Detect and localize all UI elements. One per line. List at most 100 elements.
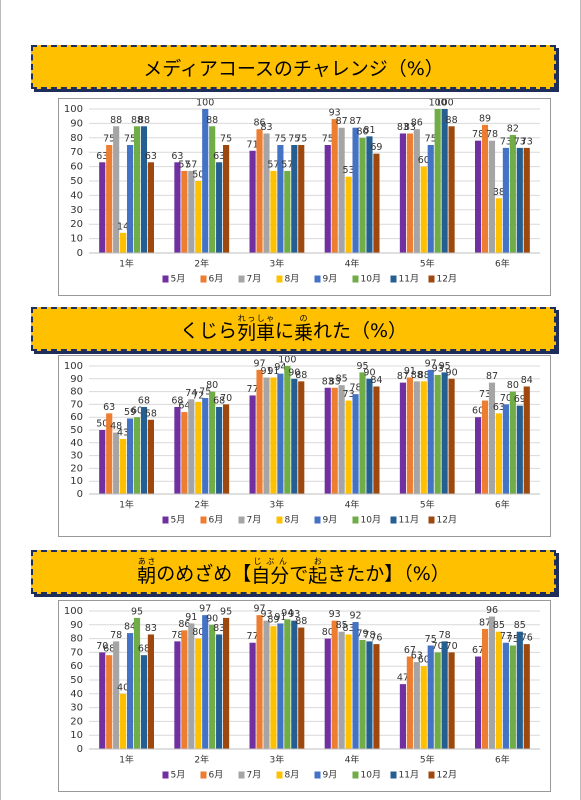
data-label: 100 xyxy=(436,99,454,109)
bar xyxy=(249,395,256,494)
legend-swatch xyxy=(352,516,359,524)
x-tick-label: 4年 xyxy=(345,258,360,270)
data-label: 78 xyxy=(363,630,375,641)
data-label: 38 xyxy=(493,187,505,198)
bar xyxy=(113,126,120,253)
y-tick-label: 80 xyxy=(70,387,83,398)
data-label: 63 xyxy=(411,651,423,662)
legend-label: 11月 xyxy=(399,770,419,781)
data-label: 77 xyxy=(247,631,259,642)
bar xyxy=(352,127,359,253)
data-label: 50 xyxy=(192,170,204,181)
bar xyxy=(331,119,338,253)
bar xyxy=(434,109,441,253)
data-label: 75 xyxy=(507,634,519,645)
bar xyxy=(523,386,530,494)
data-label: 78 xyxy=(171,630,183,641)
data-label: 68 xyxy=(138,395,150,406)
bar xyxy=(359,639,366,749)
y-tick-label: 40 xyxy=(70,438,83,449)
title-furigana: れっしゃ xyxy=(236,313,275,323)
data-label: 83 xyxy=(322,376,334,387)
bar xyxy=(475,417,482,494)
x-tick-label: 6年 xyxy=(495,499,510,511)
data-label: 80 xyxy=(192,627,204,638)
data-label: 93 xyxy=(288,609,300,620)
data-label: 88 xyxy=(418,370,430,381)
data-label: 95 xyxy=(131,606,143,617)
bar xyxy=(249,642,256,749)
data-label: 63 xyxy=(145,151,157,162)
data-label: 91 xyxy=(274,612,286,623)
bar xyxy=(277,623,284,749)
title-text: のめざめ【 xyxy=(156,562,252,585)
data-label: 90 xyxy=(288,367,300,378)
data-label: 77 xyxy=(500,631,512,642)
bar xyxy=(434,374,441,494)
bar xyxy=(523,147,530,253)
bar xyxy=(147,419,154,494)
legend-label: 7月 xyxy=(247,515,262,526)
bar xyxy=(263,377,270,494)
bar xyxy=(106,413,113,494)
data-label: 71 xyxy=(247,139,259,150)
legend-swatch xyxy=(352,771,359,779)
data-label: 75 xyxy=(295,134,307,145)
legend-swatch xyxy=(428,516,435,524)
y-tick-label: 90 xyxy=(70,118,83,129)
legend-swatch xyxy=(314,516,321,524)
bar xyxy=(324,638,331,749)
data-label: 57 xyxy=(267,159,279,170)
bar xyxy=(345,400,352,494)
legend-swatch xyxy=(276,275,283,283)
bar xyxy=(399,382,406,494)
y-tick-label: 40 xyxy=(70,689,83,700)
legend-swatch xyxy=(428,275,435,283)
bar xyxy=(488,616,496,749)
data-label: 95 xyxy=(439,361,451,372)
chart-title: メディアコースのチャレンジ（%） xyxy=(31,45,556,89)
bar xyxy=(345,634,352,749)
data-label: 88 xyxy=(110,115,122,126)
bar xyxy=(352,394,359,494)
bar xyxy=(113,432,120,494)
bar xyxy=(516,147,523,253)
bar xyxy=(216,406,223,494)
data-label: 88 xyxy=(411,370,423,381)
title-text: 起 xyxy=(308,564,328,587)
bar xyxy=(147,162,154,253)
data-label: 75 xyxy=(124,134,136,145)
bar xyxy=(181,170,188,253)
legend-label: 6月 xyxy=(209,515,224,526)
title-ruby-word: 列車れっしゃ xyxy=(237,314,275,345)
data-label: 93 xyxy=(260,609,272,620)
data-label: 87 xyxy=(486,371,498,382)
title-text: れた（%） xyxy=(313,319,408,342)
legend-swatch xyxy=(314,771,321,779)
legend-label: 10月 xyxy=(361,274,381,285)
legend-label: 12月 xyxy=(437,274,457,285)
x-tick-label: 3年 xyxy=(270,754,285,766)
legend-label: 7月 xyxy=(247,770,262,781)
bar xyxy=(373,153,380,253)
data-label: 50 xyxy=(96,419,108,430)
bar xyxy=(509,391,516,494)
data-label: 63 xyxy=(171,151,183,162)
legend-swatch xyxy=(276,516,283,524)
chart: 01020304050607080901001年6375881475888863… xyxy=(64,98,540,285)
bar xyxy=(338,385,345,494)
data-label: 88 xyxy=(295,616,307,627)
bar xyxy=(291,378,298,494)
data-label: 73 xyxy=(500,136,512,147)
bar xyxy=(216,162,223,253)
bar xyxy=(195,181,202,253)
title-text: 自分 xyxy=(251,564,290,587)
data-label: 75 xyxy=(288,134,300,145)
y-tick-label: 50 xyxy=(70,675,83,686)
bar xyxy=(359,372,366,494)
bar xyxy=(195,638,202,749)
bar xyxy=(223,404,230,494)
legend-label: 12月 xyxy=(437,515,457,526)
data-label: 57 xyxy=(281,159,293,170)
